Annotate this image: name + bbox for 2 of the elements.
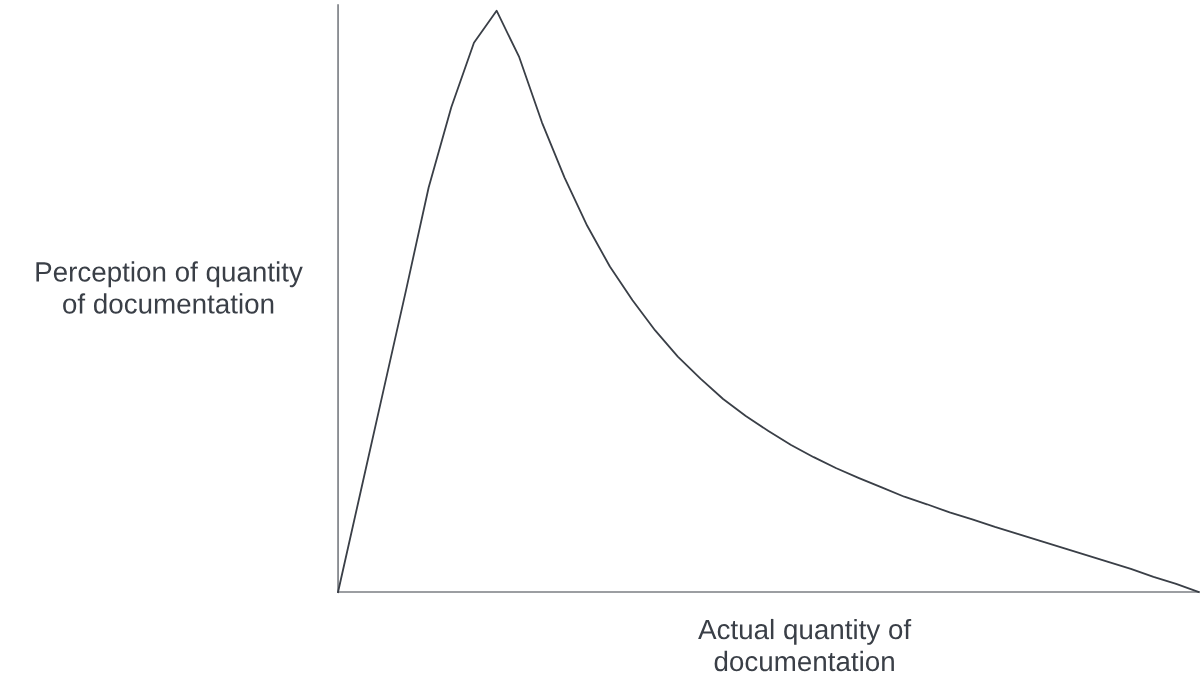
- x-axis-title: Actual quantity of documentation: [698, 618, 912, 672]
- y-axis-title: Perception of quantity of documentation: [36, 261, 303, 314]
